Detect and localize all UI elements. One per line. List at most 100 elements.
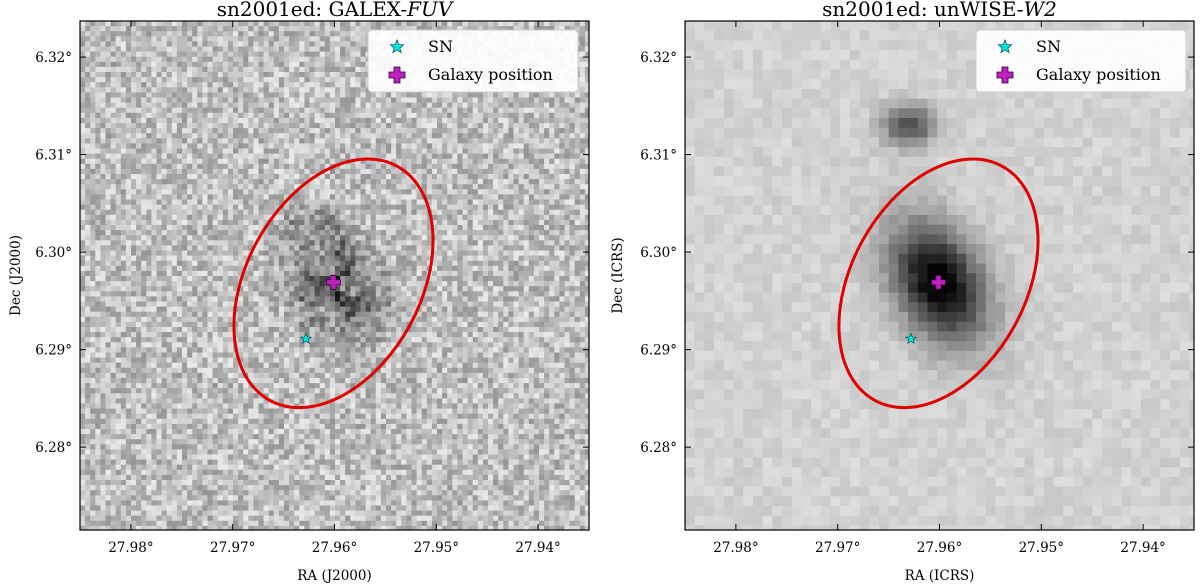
image-pixel: [176, 209, 183, 216]
image-pixel: [345, 260, 351, 267]
image-pixel: [554, 148, 560, 154]
image-pixel: [584, 112, 589, 119]
image-pixel: [523, 163, 530, 170]
image-pixel: [350, 36, 356, 42]
image-pixel: [273, 245, 280, 251]
image-pixel: [233, 66, 239, 73]
image-pixel: [304, 107, 310, 114]
image-pixel: [253, 72, 259, 78]
image-pixel: [386, 209, 392, 216]
image-pixel: [212, 194, 219, 200]
image-pixel: [544, 21, 550, 27]
image-pixel: [202, 117, 208, 124]
image-pixel: [268, 240, 275, 246]
image-pixel: [360, 72, 366, 78]
image-pixel: [187, 82, 193, 88]
image-pixel: [273, 230, 280, 236]
image-pixel: [80, 265, 86, 272]
image-pixel: [141, 31, 147, 37]
image-pixel: [579, 225, 586, 231]
image-pixel: [539, 143, 545, 149]
image-pixel: [335, 72, 341, 78]
image-pixel: [437, 128, 443, 134]
image-pixel: [360, 189, 366, 195]
image-pixel: [131, 133, 137, 139]
image-pixel: [95, 168, 101, 175]
image-pixel: [329, 133, 336, 139]
image-pixel: [105, 204, 111, 211]
image-pixel: [365, 92, 372, 98]
image-pixel: [100, 255, 106, 262]
image-pixel: [125, 179, 132, 185]
image-pixel: [268, 199, 275, 205]
image-pixel: [411, 158, 417, 165]
image-pixel: [217, 56, 224, 63]
image-pixel: [324, 123, 331, 129]
image-pixel: [207, 107, 213, 114]
image-pixel: [523, 138, 530, 144]
image-pixel: [375, 225, 382, 231]
image-pixel: [498, 250, 504, 256]
image-pixel: [243, 117, 249, 124]
image-pixel: [243, 56, 249, 63]
image-pixel: [248, 194, 254, 200]
image-pixel: [258, 66, 264, 73]
image-pixel: [166, 174, 173, 180]
image-pixel: [273, 250, 280, 256]
image-pixel: [482, 240, 489, 246]
image-pixel: [335, 87, 341, 93]
image-pixel: [360, 97, 366, 103]
image-pixel: [477, 189, 484, 195]
image-pixel: [437, 240, 443, 246]
image-pixel: [151, 153, 157, 160]
image-pixel: [503, 148, 509, 154]
image-pixel: [253, 163, 259, 170]
image-pixel: [289, 163, 295, 170]
image-pixel: [171, 219, 178, 226]
image-pixel: [136, 97, 142, 103]
image-pixel: [539, 189, 545, 195]
image-pixel: [544, 128, 550, 134]
image-pixel: [488, 26, 494, 32]
image-pixel: [431, 214, 438, 221]
image-pixel: [243, 199, 249, 205]
image-pixel: [467, 194, 474, 200]
image-pixel: [472, 260, 479, 267]
image-pixel: [314, 66, 321, 73]
image-pixel: [90, 189, 96, 195]
image-pixel: [345, 51, 351, 58]
image-pixel: [273, 77, 280, 83]
image-pixel: [482, 245, 489, 251]
image-pixel: [447, 112, 453, 119]
image-pixel: [309, 225, 315, 231]
image-pixel: [146, 179, 152, 185]
image-pixel: [294, 56, 300, 63]
image-pixel: [289, 270, 295, 277]
image-pixel: [182, 77, 188, 83]
image-pixel: [564, 250, 570, 256]
image-pixel: [493, 265, 499, 272]
image-pixel: [508, 92, 514, 98]
image-pixel: [503, 138, 509, 144]
image-pixel: [182, 189, 188, 195]
image-pixel: [176, 36, 183, 42]
image-pixel: [105, 184, 111, 190]
image-pixel: [340, 194, 346, 200]
image-pixel: [105, 235, 111, 241]
image-pixel: [192, 194, 198, 200]
image-pixel: [309, 209, 315, 216]
image-pixel: [554, 123, 560, 129]
image-pixel: [187, 21, 193, 27]
image-pixel: [284, 204, 290, 211]
image-pixel: [85, 56, 91, 63]
image-pixel: [141, 92, 147, 98]
image-pixel: [85, 102, 91, 109]
image-pixel: [544, 179, 550, 185]
image-pixel: [253, 112, 259, 119]
image-pixel: [528, 270, 535, 277]
image-pixel: [161, 117, 168, 124]
image-pixel: [268, 138, 275, 144]
image-pixel: [544, 270, 550, 277]
image-pixel: [421, 21, 428, 27]
image-pixel: [457, 158, 463, 165]
